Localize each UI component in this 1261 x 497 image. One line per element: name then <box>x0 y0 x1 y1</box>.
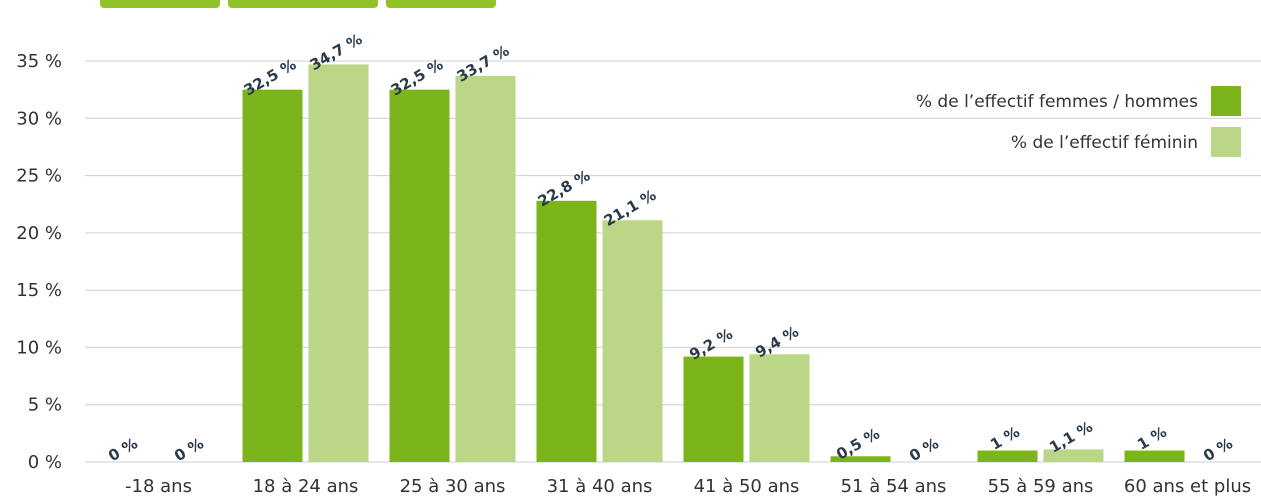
bar-series-2 <box>602 220 663 462</box>
bar-series-1 <box>389 89 450 463</box>
bar-series-1 <box>242 89 303 463</box>
data-label: 1 % <box>987 423 1023 454</box>
y-tick-label: 20 % <box>16 223 62 244</box>
legend: % de l’effectif femmes / hommes % de l’ef… <box>916 86 1241 157</box>
bar-series-2 <box>749 354 810 462</box>
bar-series-2 <box>455 75 516 462</box>
data-label: 0 % <box>171 434 207 465</box>
y-tick-label: 15 % <box>16 280 62 301</box>
y-tick-label: 0 % <box>28 452 62 473</box>
chart-title-fragment <box>100 0 504 8</box>
category-label: 55 à 59 ans <box>988 476 1094 497</box>
legend-label: % de l’effectif féminin <box>1011 133 1198 153</box>
y-tick-label: 5 % <box>28 395 62 416</box>
category-label: 51 à 54 ans <box>841 476 947 497</box>
bar-series-2 <box>308 64 369 463</box>
bar-series-1 <box>1124 450 1185 462</box>
y-tick-label: 30 % <box>16 108 62 129</box>
legend-swatch <box>1211 86 1241 116</box>
bar-series-1 <box>683 356 744 462</box>
category-label: 18 à 24 ans <box>253 476 359 497</box>
category-label: 41 à 50 ans <box>694 476 800 497</box>
bar-series-1 <box>977 450 1038 462</box>
bar-series-1 <box>830 456 891 462</box>
data-label: 0 % <box>105 434 141 465</box>
legend-label: % de l’effectif femmes / hommes <box>916 92 1198 112</box>
y-tick-label: 25 % <box>16 166 62 187</box>
bar-series-2 <box>1043 449 1104 462</box>
data-label: 0 % <box>906 434 942 465</box>
data-label: 0 % <box>1200 434 1236 465</box>
data-label: 1 % <box>1134 423 1170 454</box>
y-tick-label: 10 % <box>16 337 62 358</box>
category-label: 60 ans et plus <box>1124 476 1251 497</box>
y-axis-ticks: 0 % 5 % 10 % 15 % 20 % 25 % 30 % 35 % <box>16 51 62 473</box>
bar-series-1 <box>536 200 597 462</box>
category-label: 25 à 30 ans <box>400 476 506 497</box>
x-axis-categories: -18 ans 18 à 24 ans 25 à 30 ans 31 à 40 ans… <box>125 476 1251 497</box>
category-label: 31 à 40 ans <box>547 476 653 497</box>
y-tick-label: 35 % <box>16 51 62 72</box>
legend-swatch <box>1211 127 1241 157</box>
category-label: -18 ans <box>125 476 192 497</box>
bars <box>242 64 1185 463</box>
